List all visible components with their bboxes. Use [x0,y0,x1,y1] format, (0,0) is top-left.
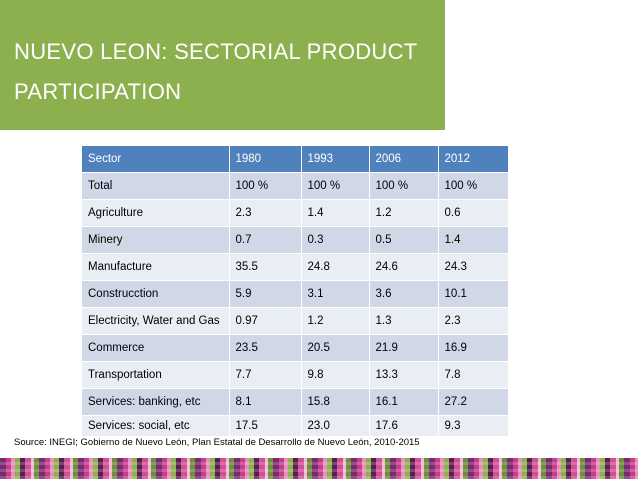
cell-2006: 16.1 [369,388,439,416]
cell-2006: 21.9 [369,334,439,362]
cell-2006: 100 % [369,172,439,200]
table-row: Agriculture 2.3 1.4 1.2 0.6 [82,199,509,227]
slide-title: NUEVO LEON: SECTORIAL PRODUCT PARTICIPAT… [14,32,434,112]
cell-1993: 20.5 [301,334,370,362]
cell-1993: 1.4 [301,199,370,227]
cell-2006: 13.3 [369,361,439,389]
cell-1980: 8.1 [229,388,302,416]
table-row: Electricity, Water and Gas 0.97 1.2 1.3 … [82,307,509,335]
cell-2006: 0.5 [369,226,439,254]
cell-1993: 15.8 [301,388,370,416]
cell-2006: 24.6 [369,253,439,281]
cell-1980: 100 % [229,172,302,200]
cell-sector: Agriculture [82,199,230,227]
cell-2006: 1.3 [369,307,439,335]
table-row: Minery 0.7 0.3 0.5 1.4 [82,226,509,254]
cell-2012: 10.1 [438,280,509,308]
source-note: Source: INEGI; Gobierno de Nuevo León, P… [14,437,420,448]
table-row: Total 100 % 100 % 100 % 100 % [82,172,509,200]
cell-1993: 9.8 [301,361,370,389]
title-banner: NUEVO LEON: SECTORIAL PRODUCT PARTICIPAT… [0,0,445,130]
cell-1993: 100 % [301,172,370,200]
cell-2012: 24.3 [438,253,509,281]
cell-2012: 100 % [438,172,509,200]
sector-table: Sector 1980 1993 2006 2012 Total 100 % 1… [82,146,509,437]
cell-sector: Minery [82,226,230,254]
cell-2012: 2.3 [438,307,509,335]
cell-1980: 5.9 [229,280,302,308]
cell-2012: 27.2 [438,388,509,416]
cell-2006: 1.2 [369,199,439,227]
cell-1980: 35.5 [229,253,302,281]
cell-1980: 23.5 [229,334,302,362]
cell-2012: 16.9 [438,334,509,362]
table-row: Manufacture 35.5 24.8 24.6 24.3 [82,253,509,281]
header-1993: 1993 [301,146,370,173]
header-1980: 1980 [229,146,302,173]
cell-2012: 7.8 [438,361,509,389]
cell-1980: 7.7 [229,361,302,389]
cell-sector: Commerce [82,334,230,362]
cell-sector: Construcction [82,280,230,308]
cell-1993: 1.2 [301,307,370,335]
table-row: Commerce 23.5 20.5 21.9 16.9 [82,334,509,362]
cell-1993: 23.0 [301,415,370,437]
table-row: Transportation 7.7 9.8 13.3 7.8 [82,361,509,389]
cell-1993: 3.1 [301,280,370,308]
cell-1980: 17.5 [229,415,302,437]
table-row: Services: banking, etc 8.1 15.8 16.1 27.… [82,388,509,416]
cell-1993: 24.8 [301,253,370,281]
cell-2012: 0.6 [438,199,509,227]
cell-sector: Services: social, etc [82,415,230,437]
table-row: Services: social, etc 17.5 23.0 17.6 9.3 [82,415,509,437]
cell-2006: 17.6 [369,415,439,437]
cell-sector: Transportation [82,361,230,389]
cell-2006: 3.6 [369,280,439,308]
header-2006: 2006 [369,146,439,173]
cell-1980: 0.97 [229,307,302,335]
cell-sector: Total [82,172,230,200]
cell-1993: 0.3 [301,226,370,254]
header-sector: Sector [82,146,230,173]
cell-1980: 0.7 [229,226,302,254]
slide-title-line-1: NUEVO LEON: SECTORIAL PRODUCT [14,39,418,64]
table-row: Construcction 5.9 3.1 3.6 10.1 [82,280,509,308]
slide-title-line-2: PARTICIPATION [14,79,182,104]
cell-sector: Electricity, Water and Gas [82,307,230,335]
cell-sector: Services: banking, etc [82,388,230,416]
decorative-stripe [0,458,638,479]
cell-2012: 1.4 [438,226,509,254]
cell-2012: 9.3 [438,415,509,437]
cell-1980: 2.3 [229,199,302,227]
header-2012: 2012 [438,146,509,173]
table-header-row: Sector 1980 1993 2006 2012 [82,146,509,173]
cell-sector: Manufacture [82,253,230,281]
